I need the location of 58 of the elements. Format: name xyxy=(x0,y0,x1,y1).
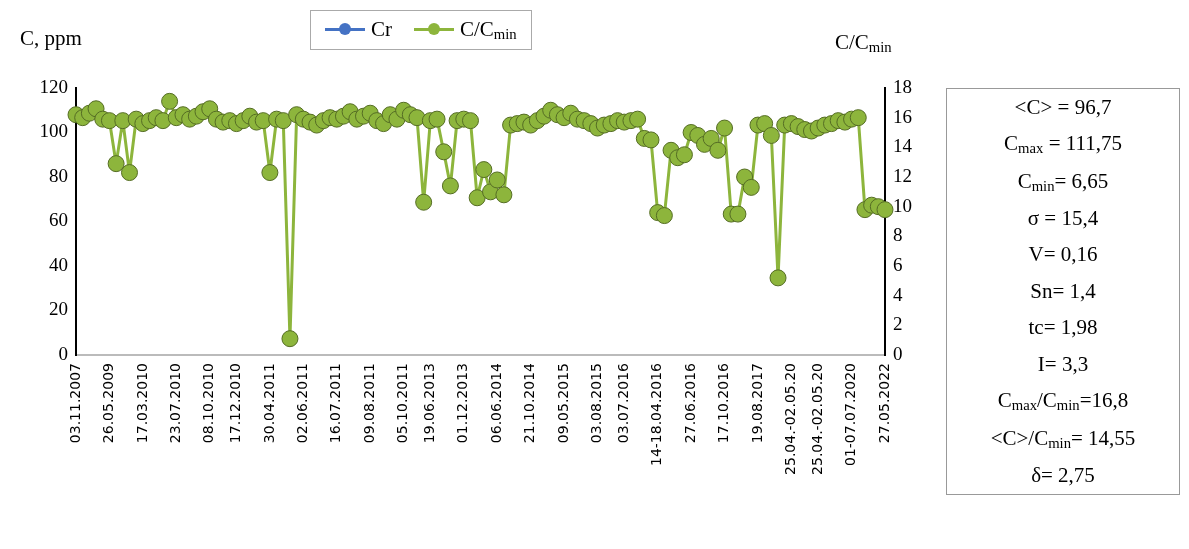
x-tick-label: 26.05.2009 xyxy=(100,363,117,444)
x-tick-label: 09.05.2015 xyxy=(554,363,571,444)
y-tick-label: 60 xyxy=(49,209,68,231)
x-tick-label: 06.06.2014 xyxy=(487,362,504,444)
x-tick-label: 23.07.2010 xyxy=(166,363,183,444)
text: C$_{min}$= 6,65 xyxy=(1017,168,1109,195)
x-tick-label: 14-18.04.2016 xyxy=(648,362,665,467)
x-tick-label: 16.07.2011 xyxy=(327,363,344,444)
y-tick-label: 80 xyxy=(49,164,68,186)
text: <C> = 96,7 xyxy=(1014,94,1112,120)
x-tick-label: 27.05.2022 xyxy=(875,363,892,444)
x-tick-label: 01-07.07.2020 xyxy=(842,363,859,467)
y-tick-label: 40 xyxy=(49,253,68,275)
x-tick-label: 03.07.2016 xyxy=(614,362,631,444)
y-tick-label: 120 xyxy=(39,75,68,97)
y2-tick-label: 4 xyxy=(893,283,903,305)
y-tick-label: 20 xyxy=(49,298,68,320)
x-tick-label: 19.08.2017 xyxy=(748,363,765,444)
x-tick-label: 02.06.2011 xyxy=(293,363,310,444)
x-tick-label: 17.12.2010 xyxy=(227,363,244,444)
y2-tick-label: 2 xyxy=(893,313,903,335)
x-tick-label: 17.03.2010 xyxy=(133,363,150,444)
y2-tick-label: 8 xyxy=(893,224,903,246)
text: δ= 2,75 xyxy=(1031,463,1095,489)
y2-tick-label: 18 xyxy=(893,75,912,97)
x-tick-label: 25.04.-02.05.20 xyxy=(808,363,825,475)
x-tick-label: 01.12.2013 xyxy=(454,363,471,444)
x-tick-label: 27.06.2016 xyxy=(681,362,698,444)
y2-tick-label: 6 xyxy=(893,253,903,275)
x-tick-label: 19.06.2013 xyxy=(421,363,437,444)
text: <C>/C$_{min}$= 14,55 xyxy=(990,425,1136,452)
x-tick-label: 21.10.2014 xyxy=(521,362,538,444)
x-tick-label: 30.04.2011 xyxy=(260,363,277,444)
x-tick-label: 25.04.-02.05.20 xyxy=(782,363,799,475)
x-tick-label: 03.08.2015 xyxy=(588,363,605,444)
legend-label: C/C$_{min}$ xyxy=(460,17,517,43)
y2-axis-title: C/C$_{min}$ xyxy=(835,30,892,56)
y-tick-label: 0 xyxy=(58,342,68,364)
y-tick-label: 100 xyxy=(39,120,68,142)
y2-tick-label: 10 xyxy=(893,194,912,216)
y-axis-title: C, ppm xyxy=(20,26,82,51)
y2-tick-label: 14 xyxy=(893,135,913,157)
y2-tick-label: 12 xyxy=(893,164,912,186)
text: C$_{max}$/C$_{min}$=16,8 xyxy=(997,388,1129,415)
text: C$_{max}$ = 111,75 xyxy=(1004,131,1122,158)
text: Sn= 1,4 xyxy=(1030,278,1096,304)
x-tick-label: 08.10.2010 xyxy=(200,363,217,444)
x-tick-label: 17.10.2016 xyxy=(715,362,732,444)
text: I= 3,3 xyxy=(1037,351,1089,377)
y2-tick-label: 16 xyxy=(893,105,912,127)
text: σ = 15,4 xyxy=(1027,206,1099,232)
legend-label: Cr xyxy=(371,17,392,43)
x-tick-label: 05.10.2011 xyxy=(394,363,411,444)
text: tc= 1,98 xyxy=(1028,315,1098,341)
text: V= 0,16 xyxy=(1028,242,1098,268)
y2-tick-label: 0 xyxy=(893,342,903,364)
x-tick-label: 03.11.2007 xyxy=(66,363,83,444)
x-tick-label: 09.08.2011 xyxy=(360,363,377,444)
